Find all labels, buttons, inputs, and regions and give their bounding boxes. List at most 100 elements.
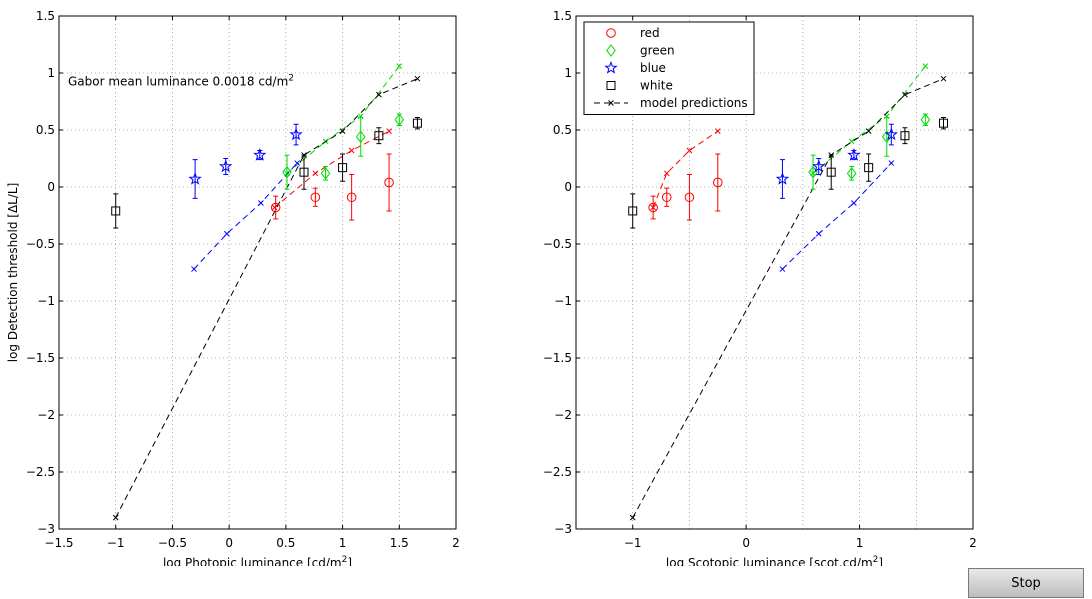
legend-entry-red: red xyxy=(606,26,660,40)
red-error-bar xyxy=(664,187,670,207)
legend-label: blue xyxy=(640,61,666,75)
x-tick-label: 0 xyxy=(742,536,750,550)
green-data-point xyxy=(394,113,405,127)
white-data-point xyxy=(628,206,638,216)
blue-data-point xyxy=(812,159,826,173)
white-model-point xyxy=(414,75,421,82)
red-model-point xyxy=(386,128,392,134)
red-data-point xyxy=(712,177,723,188)
blue-model-point xyxy=(815,230,822,237)
y-tick-label: −0.5 xyxy=(26,237,55,251)
white-data-point xyxy=(900,131,910,141)
green-data-point xyxy=(282,165,292,179)
y-tick-label: 0 xyxy=(47,180,55,194)
white-error-bar xyxy=(828,154,834,190)
y-tick-label: −3 xyxy=(554,522,572,536)
blue-data-series xyxy=(188,123,303,199)
red-model-point xyxy=(271,204,278,211)
blue-error-bar xyxy=(192,159,198,199)
y-tick-label: 1.5 xyxy=(36,9,55,23)
legend-entry-green: green xyxy=(606,44,675,58)
white-model-point xyxy=(902,91,908,98)
blue-model-point xyxy=(191,266,197,272)
green-error-bar xyxy=(810,154,816,190)
white-error-bar xyxy=(376,127,382,145)
white-model-point xyxy=(339,128,346,134)
legend-marker xyxy=(606,81,616,90)
red-error-bar xyxy=(312,187,318,207)
green-model-point xyxy=(396,63,403,70)
blue-data-point xyxy=(219,159,233,173)
y-tick-label: 0.5 xyxy=(553,123,572,137)
green-data-series xyxy=(282,113,405,190)
white-data-point xyxy=(299,167,309,177)
blue-model-series xyxy=(779,160,895,272)
white-model-line xyxy=(632,78,944,518)
blue-error-bar xyxy=(779,159,785,199)
green-error-bar xyxy=(323,165,329,181)
blue-model-point xyxy=(294,160,301,166)
y-tick-label: −1.5 xyxy=(26,351,55,365)
red-data-series xyxy=(648,153,723,221)
red-error-bar xyxy=(349,173,355,221)
plot-area xyxy=(58,15,457,530)
legend-entry-white: white xyxy=(606,79,673,93)
red-data-point xyxy=(346,192,357,203)
y-tick-label: −2.5 xyxy=(543,465,572,479)
blue-model-point xyxy=(888,160,895,166)
white-data-point xyxy=(412,118,422,128)
white-model-point xyxy=(376,91,382,98)
green-model-point xyxy=(357,113,364,120)
red-model-point xyxy=(714,128,721,134)
white-model-point xyxy=(629,514,636,521)
white-model-series xyxy=(112,75,421,521)
white-data-point xyxy=(374,131,384,141)
y-tick-label: −2 xyxy=(37,408,55,422)
white-model-point xyxy=(112,514,119,521)
x-tick-label: −1 xyxy=(624,536,642,550)
red-model-line xyxy=(274,130,390,208)
green-data-point xyxy=(920,113,931,127)
legend: red green blue white model predictions xyxy=(583,21,755,115)
x-tick-label: 1 xyxy=(856,536,864,550)
x-tick-label: −1.5 xyxy=(44,536,73,550)
red-model-line xyxy=(652,130,719,208)
red-error-bar xyxy=(386,153,392,212)
green-error-bar xyxy=(884,116,890,157)
white-error-bar xyxy=(113,193,119,229)
red-error-bar xyxy=(715,153,721,212)
legend-label: white xyxy=(640,79,673,93)
y-tick-label: 1 xyxy=(47,66,55,80)
red-data-point xyxy=(661,192,672,203)
legend-label: red xyxy=(640,26,660,40)
white-error-bar xyxy=(902,127,908,145)
legend-entry-blue: blue xyxy=(604,60,666,75)
blue-data-point xyxy=(289,127,303,141)
red-error-bar xyxy=(273,195,279,220)
white-data-point xyxy=(111,206,121,216)
legend-marker xyxy=(606,44,616,57)
red-data-point xyxy=(384,177,394,188)
blue-model-line xyxy=(782,162,892,270)
white-model-point xyxy=(865,128,872,134)
legend-label: model predictions xyxy=(640,96,748,110)
chart-panel-2: −1 0 1 2 −3 −2.5 −2 −1.5 −1 −0.5 0 0.5 1 1.5 log Scoto… xyxy=(543,9,977,566)
red-data-point xyxy=(270,202,281,213)
x-tick-label: 1.5 xyxy=(390,536,409,550)
blue-data-point xyxy=(847,148,861,161)
x-tick-label: 1 xyxy=(339,536,347,550)
y-axis-label: log Detection threshold [ΔL/L] xyxy=(6,183,20,363)
red-data-point xyxy=(684,192,695,203)
red-data-point xyxy=(648,202,658,213)
blue-model-line xyxy=(193,162,298,270)
white-error-bar xyxy=(866,153,872,182)
x-tick-label: −0.5 xyxy=(158,536,187,550)
white-data-point xyxy=(939,118,949,128)
white-data-point xyxy=(864,163,874,173)
stop-button[interactable]: Stop xyxy=(968,568,1084,598)
green-error-bar xyxy=(284,154,290,190)
red-data-series xyxy=(270,153,394,221)
legend-marker xyxy=(608,100,614,106)
y-tick-label: 1 xyxy=(564,66,572,80)
blue-data-point xyxy=(884,127,899,141)
